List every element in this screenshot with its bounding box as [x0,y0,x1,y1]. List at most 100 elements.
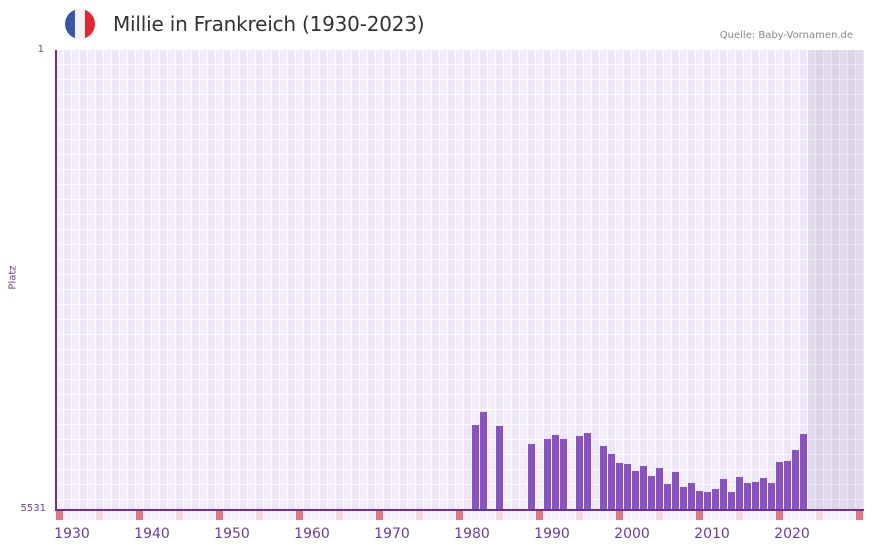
year-marker [304,511,311,520]
year-marker [584,511,591,520]
year-marker [808,511,815,520]
year-marker [640,511,647,520]
year-marker [848,511,855,520]
bar-1997[interactable] [600,445,607,510]
bar-1998[interactable] [608,453,615,510]
year-marker [160,511,167,520]
bar-1995[interactable] [584,432,591,510]
year-marker [88,511,95,520]
year-marker [600,511,607,520]
bar-2009[interactable] [696,490,703,510]
year-marker [392,511,399,520]
year-marker [168,511,175,520]
bar-2002[interactable] [640,465,647,510]
bar-2010[interactable] [704,491,711,510]
bar-1984[interactable] [496,426,503,510]
year-marker [368,511,375,520]
y-axis-line [55,50,57,511]
bar-2013[interactable] [728,491,735,510]
year-marker [472,511,479,520]
y-axis-top-label: 1 [37,44,44,55]
source-link[interactable]: Quelle: Baby-Vornamen.de [719,30,853,41]
year-marker [232,511,239,520]
bar-2020[interactable] [784,461,791,510]
bar-2019[interactable] [776,462,783,510]
year-marker [496,511,503,520]
x-tick-label: 1940 [134,526,170,542]
year-marker [240,511,247,520]
year-marker [216,511,223,520]
year-marker [768,511,775,520]
year-marker [400,511,407,520]
year-marker [536,511,543,520]
bar-2016[interactable] [752,481,759,510]
year-marker [328,511,335,520]
year-marker [80,511,87,520]
bar-2008[interactable] [688,482,695,510]
bar-1992[interactable] [560,438,567,510]
year-marker [504,511,511,520]
bar-2006[interactable] [672,471,679,510]
bar-1991[interactable] [552,434,559,510]
year-marker-strip [56,511,864,520]
bar-2000[interactable] [624,463,631,510]
bar-1990[interactable] [544,438,551,510]
year-marker [624,511,631,520]
bar-2022[interactable] [800,433,807,510]
year-marker [296,511,303,520]
year-marker [184,511,191,520]
year-marker [544,511,551,520]
bar-1981[interactable] [472,425,479,510]
year-marker [728,511,735,520]
year-marker [696,511,703,520]
year-marker [136,511,143,520]
bar-2012[interactable] [720,478,727,510]
flag-blue [65,9,75,39]
year-marker [264,511,271,520]
year-marker [224,511,231,520]
chart-title: Millie in Frankreich (1930-2023) [113,12,425,36]
bar-2014[interactable] [736,476,743,510]
year-marker [440,511,447,520]
bar-1999[interactable] [616,462,623,510]
x-axis-line [56,509,864,511]
bar-2005[interactable] [664,483,671,510]
year-marker [352,511,359,520]
bar-1994[interactable] [576,435,583,510]
bar-2001[interactable] [632,470,639,510]
bar-2004[interactable] [656,467,663,510]
year-marker [200,511,207,520]
year-marker [824,511,831,520]
year-marker [792,511,799,520]
year-marker [776,511,783,520]
year-marker [456,511,463,520]
france-flag-icon [65,9,95,39]
bar-2017[interactable] [760,477,767,510]
year-marker [688,511,695,520]
year-marker [72,511,79,520]
x-tick-label: 2000 [614,526,650,542]
bar-2018[interactable] [768,482,775,510]
year-marker [512,511,519,520]
future-shaded-region [808,50,864,510]
bar-1982[interactable] [480,412,487,510]
bar-2011[interactable] [712,488,719,510]
year-marker [720,511,727,520]
y-axis-title: Platz [7,265,19,290]
year-marker [672,511,679,520]
year-marker [152,511,159,520]
year-marker [592,511,599,520]
bar-2015[interactable] [744,482,751,510]
bar-2021[interactable] [792,449,799,510]
x-axis-labels: 1930 1940 1950 1960 1970 1980 1990 2000 2010 2020 [0,526,873,546]
bar-2003[interactable] [648,475,655,510]
year-marker [568,511,575,520]
year-marker [560,511,567,520]
year-marker [272,511,279,520]
year-marker [656,511,663,520]
x-tick-label: 1930 [54,526,90,542]
year-marker [528,511,535,520]
x-tick-label: 1990 [534,526,570,542]
bar-1988[interactable] [528,443,535,510]
bar-2007[interactable] [680,486,687,510]
